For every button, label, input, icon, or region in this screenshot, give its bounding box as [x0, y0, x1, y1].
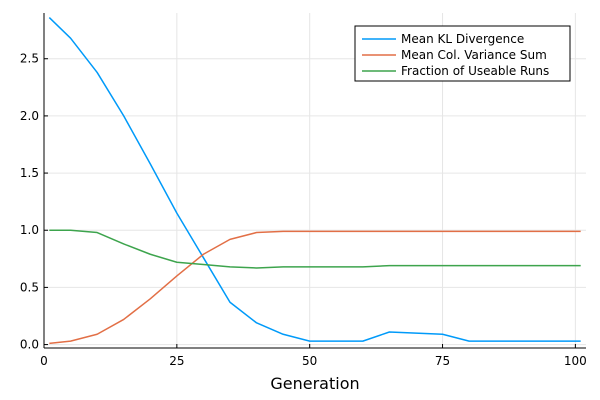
legend: Mean KL Divergence Mean Col. Variance Sum… [354, 25, 571, 82]
x-tick-label: 0 [40, 354, 48, 368]
y-tick-label: 1.5 [20, 166, 39, 180]
legend-label: Mean KL Divergence [401, 32, 524, 46]
x-axis-label: Generation [270, 374, 359, 393]
grid-lines [43, 13, 586, 348]
y-tick-label: 2.0 [20, 109, 39, 123]
x-tick-label: 25 [169, 354, 184, 368]
series-line-2 [49, 230, 581, 345]
x-tick-label: 75 [435, 354, 450, 368]
y-tick-label: 0.0 [20, 338, 39, 352]
legend-label: Mean Col. Variance Sum [401, 48, 547, 62]
tick-labels: 0 25 50 75 100 0.0 0.5 1.0 1.5 2.0 2.5 [20, 52, 587, 368]
series-line-3 [49, 229, 581, 269]
y-tick-label: 0.5 [20, 280, 39, 294]
series-lines [48, 17, 581, 345]
x-tick-label: 50 [302, 354, 317, 368]
axes [43, 13, 586, 349]
series-line-1 [48, 17, 581, 342]
x-tick-label: 100 [564, 354, 587, 368]
legend-box [354, 25, 571, 82]
y-tick-label: 2.5 [20, 52, 39, 66]
legend-label: Fraction of Useable Runs [401, 64, 549, 78]
y-tick-label: 1.0 [20, 223, 39, 237]
